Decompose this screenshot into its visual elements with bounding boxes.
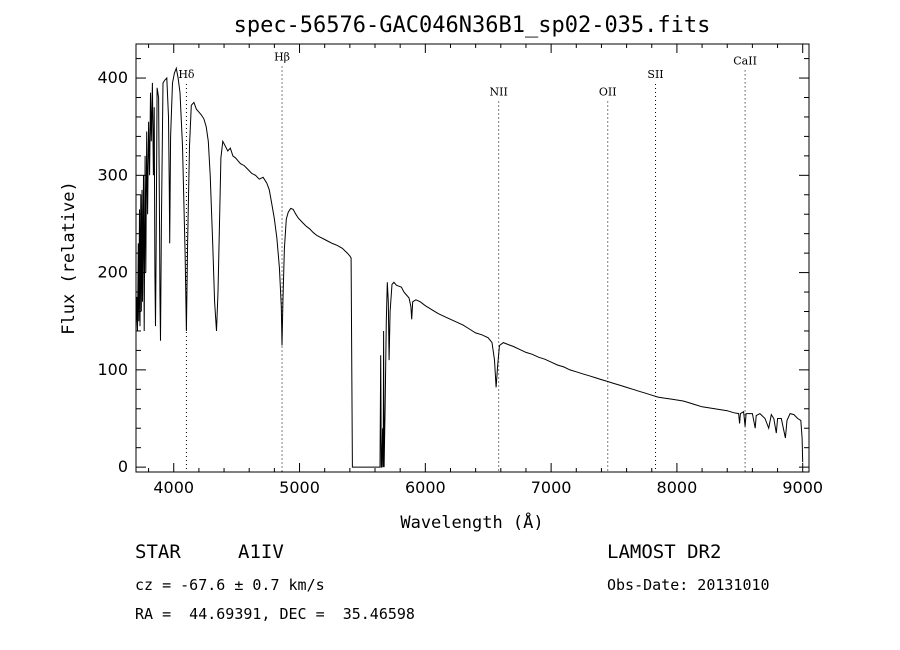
star-type: A1IV [238,541,284,563]
y-tick-label: 400 [97,68,128,87]
x-axis: 4000 5000 6000 7000 8000 9000 [148,44,823,497]
spectral-line-label: Hδ [178,68,195,81]
plot-frame [135,43,810,473]
survey-label: LAMOST DR2 [607,541,722,563]
obs-date: Obs-Date: 20131010 [607,576,770,594]
coordinates: RA = 44.69391, DEC = 35.46598 [135,605,415,623]
y-tick-label: 200 [97,263,128,282]
y-tick-label: 0 [118,457,128,476]
x-axis-label: Wavelength (Å) [400,511,543,533]
spectral-line-label: OII [599,86,617,99]
y-tick-label: 100 [97,360,128,379]
spectrum-series-line [135,66,804,468]
x-tick-label: 9000 [782,478,823,497]
spectral-line-label: NII [490,86,508,99]
spectral-line-label: CaII [733,54,757,67]
x-tick-label: 8000 [657,478,698,497]
spectral-line-label: Hβ [274,51,290,64]
y-tick-label: 300 [97,165,128,184]
x-tick-label: 6000 [405,478,446,497]
x-tick-label: 7000 [531,478,572,497]
plot-area [135,43,810,473]
y-axis-label: Flux (relative) [59,181,79,335]
spectral-line-label: SII [647,68,663,81]
redshift-cz: cz = -67.6 ± 0.7 km/s [135,576,325,594]
star-label: STAR [135,541,181,563]
x-tick-label: 4000 [153,478,194,497]
x-tick-label: 5000 [279,478,320,497]
chart-title: spec-56576-GAC046N36B1_sp02-035.fits [234,13,711,38]
spectral-line-markers: Hδ Hβ NII OII SII CaII [178,51,757,472]
